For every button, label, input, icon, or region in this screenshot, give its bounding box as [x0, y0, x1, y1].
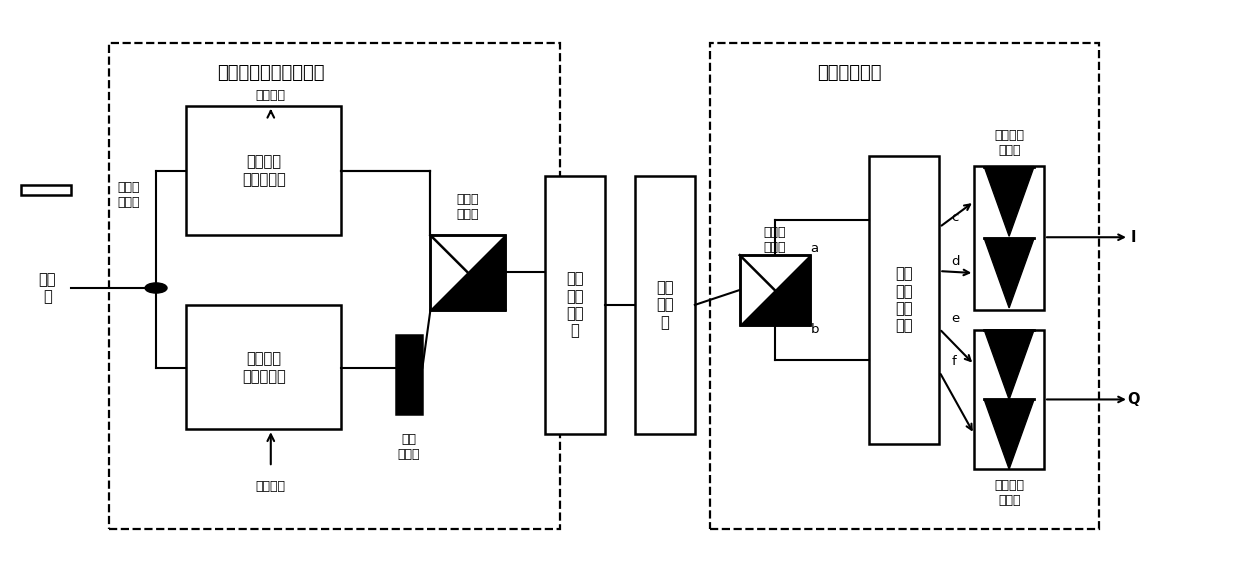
- Bar: [635, 176, 694, 435]
- Bar: [546, 176, 605, 435]
- Bar: [740, 255, 810, 325]
- Circle shape: [145, 283, 167, 293]
- Text: 第二电光
强度调制器: 第二电光 强度调制器: [242, 351, 285, 384]
- Polygon shape: [740, 255, 810, 325]
- Bar: [186, 106, 341, 235]
- Bar: [975, 165, 1044, 310]
- Polygon shape: [985, 238, 1034, 308]
- Text: 第一平衡
探测器: 第一平衡 探测器: [994, 129, 1024, 157]
- Bar: [740, 255, 810, 325]
- Bar: [975, 330, 1044, 469]
- Text: 射频信号: 射频信号: [255, 90, 285, 102]
- Text: 偏振光
分束器: 偏振光 分束器: [764, 226, 786, 254]
- Bar: [869, 156, 939, 444]
- Text: 本振信号: 本振信号: [255, 479, 285, 492]
- Bar: [709, 43, 1099, 529]
- Polygon shape: [985, 330, 1034, 400]
- Text: c: c: [951, 211, 959, 224]
- Text: a: a: [811, 242, 818, 255]
- Bar: [430, 235, 505, 310]
- Bar: [396, 335, 423, 414]
- Text: 双偏
振光
滤波
器: 双偏 振光 滤波 器: [567, 272, 584, 339]
- Polygon shape: [985, 166, 1034, 236]
- Bar: [109, 43, 560, 529]
- Text: I: I: [1131, 230, 1137, 245]
- Text: 光相
位混
合耦
合器: 光相 位混 合耦 合器: [895, 266, 913, 333]
- Text: 光域
移相
器: 光域 移相 器: [656, 280, 673, 330]
- Text: 偏振
旋转器: 偏振 旋转器: [397, 433, 419, 461]
- Polygon shape: [985, 400, 1034, 469]
- Bar: [430, 235, 505, 310]
- Text: d: d: [951, 255, 960, 267]
- Text: 保偏光
分束器: 保偏光 分束器: [118, 181, 140, 210]
- Text: Q: Q: [1127, 392, 1140, 407]
- Text: e: e: [951, 312, 960, 325]
- Text: 光相干探测器: 光相干探测器: [817, 64, 882, 82]
- Text: b: b: [810, 323, 818, 336]
- Text: f: f: [951, 355, 956, 368]
- Text: 偏振光
合束器: 偏振光 合束器: [456, 193, 479, 222]
- Bar: [186, 305, 341, 429]
- Polygon shape: [430, 235, 505, 310]
- Bar: [21, 185, 71, 195]
- Text: 偏振复用平行光调制器: 偏振复用平行光调制器: [217, 64, 325, 82]
- Text: 第二平衡
探测器: 第二平衡 探测器: [994, 479, 1024, 507]
- Text: 激光
器: 激光 器: [38, 272, 56, 304]
- Text: 第一电光
强度调制器: 第一电光 强度调制器: [242, 154, 285, 187]
